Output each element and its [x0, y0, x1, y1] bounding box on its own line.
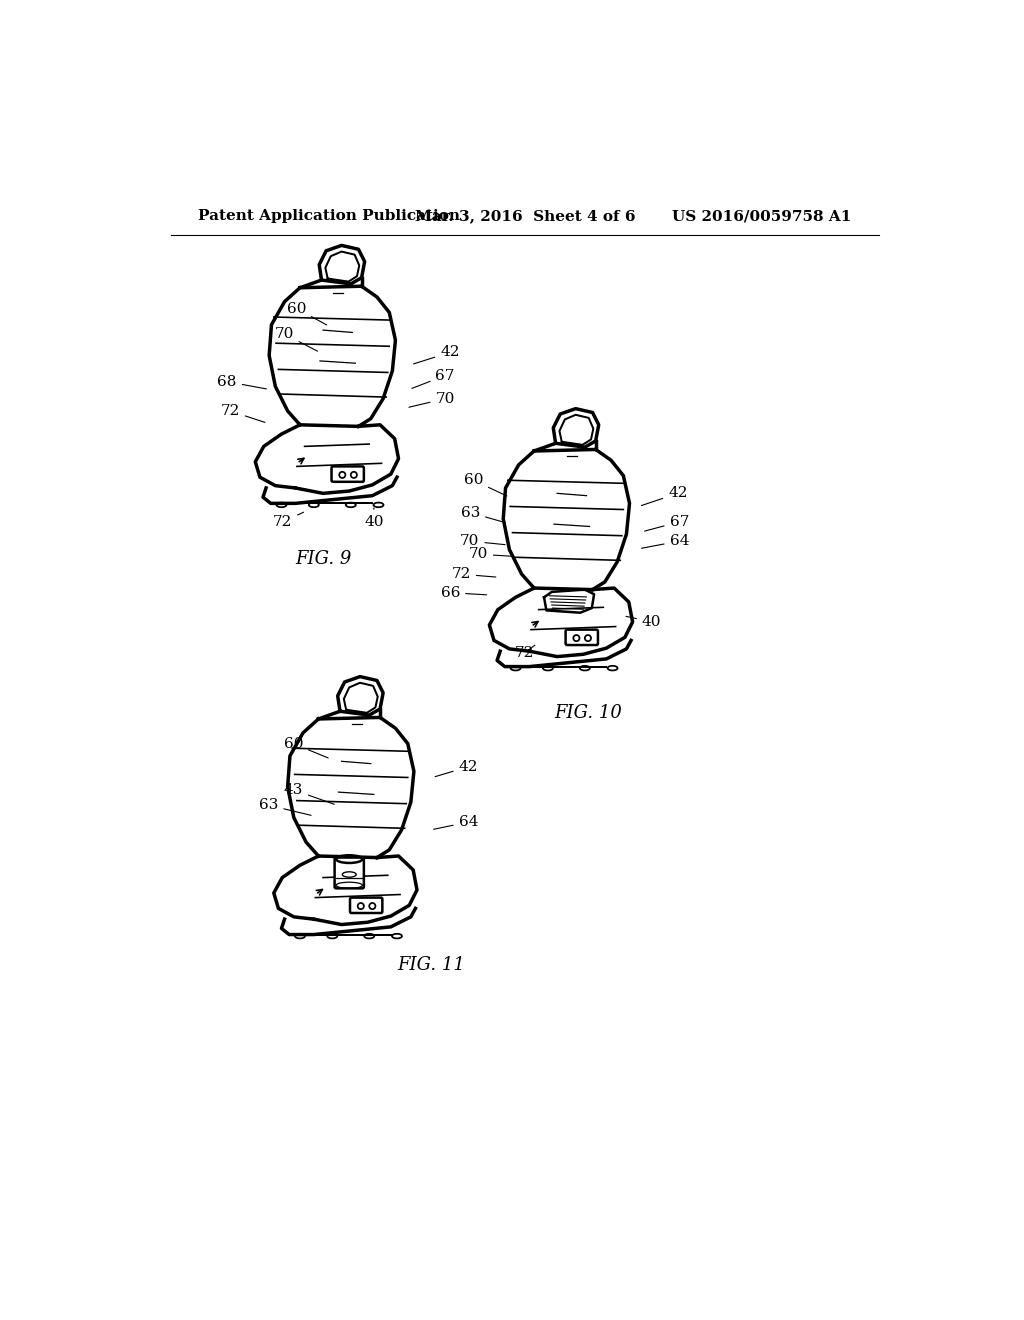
- Text: FIG. 9: FIG. 9: [295, 550, 351, 568]
- Text: 70: 70: [409, 392, 455, 408]
- Text: 72: 72: [272, 512, 303, 529]
- Text: 43: 43: [284, 783, 334, 804]
- Text: 72: 72: [452, 568, 496, 581]
- Text: 63: 63: [259, 799, 311, 816]
- Text: 63: 63: [461, 506, 505, 523]
- Text: 40: 40: [626, 615, 662, 628]
- FancyBboxPatch shape: [335, 858, 364, 888]
- Text: US 2016/0059758 A1: US 2016/0059758 A1: [672, 209, 851, 223]
- Text: 72: 72: [220, 404, 265, 422]
- Text: 70: 70: [468, 548, 513, 561]
- Text: 67: 67: [412, 368, 455, 388]
- Text: FIG. 11: FIG. 11: [397, 957, 465, 974]
- Text: 64: 64: [433, 816, 478, 829]
- Text: 67: 67: [644, 515, 689, 531]
- FancyBboxPatch shape: [332, 466, 364, 482]
- FancyBboxPatch shape: [350, 898, 382, 913]
- Text: 60: 60: [464, 474, 507, 496]
- FancyBboxPatch shape: [565, 630, 598, 645]
- Text: FIG. 10: FIG. 10: [555, 704, 623, 722]
- Text: 60: 60: [284, 737, 328, 758]
- Text: 68: 68: [217, 375, 266, 389]
- Text: 64: 64: [641, 535, 689, 548]
- Text: Mar. 3, 2016  Sheet 4 of 6: Mar. 3, 2016 Sheet 4 of 6: [415, 209, 635, 223]
- Text: 60: 60: [287, 301, 327, 325]
- Text: 42: 42: [641, 486, 687, 506]
- Text: Patent Application Publication: Patent Application Publication: [199, 209, 461, 223]
- Text: 66: 66: [440, 586, 486, 599]
- Text: 42: 42: [435, 760, 478, 776]
- Text: 70: 70: [274, 327, 317, 351]
- Text: 40: 40: [365, 508, 384, 529]
- Text: 72: 72: [515, 645, 535, 660]
- Text: 42: 42: [414, 346, 460, 364]
- Text: 70: 70: [460, 535, 505, 548]
